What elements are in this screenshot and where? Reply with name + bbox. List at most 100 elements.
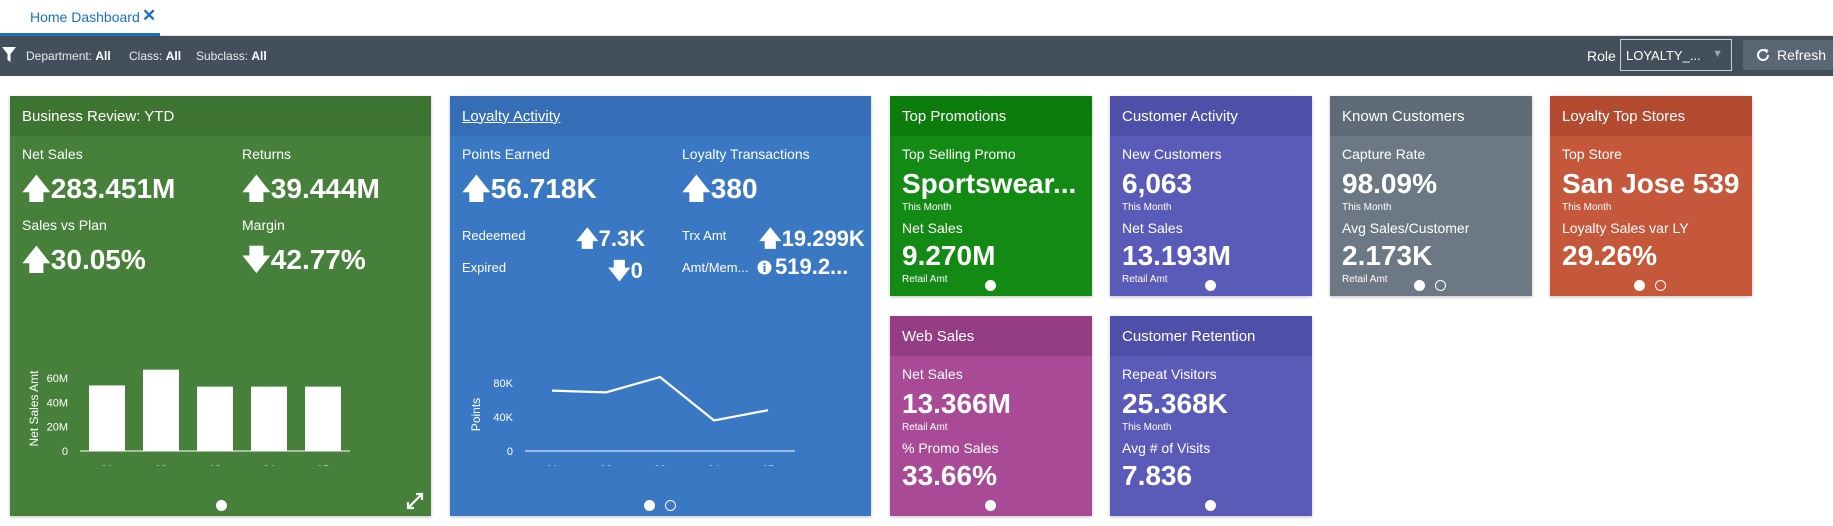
returns-value: 39.444M xyxy=(270,173,380,204)
filter-subclass-label: Subclass: xyxy=(196,49,249,63)
arrow-up-icon: 🡅 xyxy=(759,226,782,251)
net-sales-label: Net Sales xyxy=(22,146,83,162)
page-dot[interactable] xyxy=(1655,280,1666,291)
x-tick-label: 01 xyxy=(546,464,558,466)
arrow-up-icon: 🡅 xyxy=(22,244,51,275)
tile-header: Loyalty Top Stores xyxy=(1550,96,1752,136)
repeat-visitors-label: Repeat Visitors xyxy=(1122,366,1217,382)
margin-metric: 🡇42.77% xyxy=(242,239,366,287)
page-dot-active[interactable] xyxy=(1205,280,1216,291)
sales-var-value: 29.26% xyxy=(1562,240,1657,271)
transactions-metric: 🡅380 xyxy=(682,168,758,216)
arrow-down-icon: 🡇 xyxy=(242,244,271,275)
top-store-value: San Jose 539 xyxy=(1562,168,1740,199)
loyalty-activity-tile[interactable]: Loyalty Activity Points Earned 🡅56.718K … xyxy=(450,96,871,516)
tile-title: Customer Activity xyxy=(1122,107,1238,125)
y-tick-label: 40K xyxy=(493,412,513,424)
business-review-tile[interactable]: Business Review: YTD Net Sales 🡅 283.451M… xyxy=(10,96,431,516)
x-tick-label: 05 xyxy=(317,464,329,466)
role-select-value: LOYALTY_... xyxy=(1626,48,1701,63)
x-tick-label: 05 xyxy=(762,464,774,466)
net-sales-value: 283.451M xyxy=(50,173,176,204)
tile-title: Known Customers xyxy=(1342,107,1465,125)
web-sales-tile[interactable]: Web Sales Net Sales 13.366M Retail Amt %… xyxy=(890,316,1092,516)
page-indicator xyxy=(216,500,227,511)
points-earned-metric: 🡅56.718K xyxy=(462,168,597,216)
customer-activity-tile[interactable]: Customer Activity New Customers 6,063 Th… xyxy=(1110,96,1312,296)
tab-home-dashboard[interactable]: Home Dashboard xyxy=(0,0,160,36)
info-icon[interactable] xyxy=(757,260,772,275)
sales-vs-plan-value: 30.05% xyxy=(50,244,146,275)
refresh-label: Refresh xyxy=(1777,47,1827,63)
sales-var-label: Loyalty Sales var LY xyxy=(1562,220,1689,236)
known-customers-tile[interactable]: Known Customers Capture Rate 98.09% This… xyxy=(1330,96,1532,296)
page-dot[interactable] xyxy=(1435,280,1446,291)
x-tick-label: 04 xyxy=(708,464,720,466)
this-month-caption: This Month xyxy=(1122,422,1172,433)
expand-icon[interactable] xyxy=(406,492,424,510)
refresh-button[interactable]: Refresh xyxy=(1743,40,1833,70)
filter-class-label: Class: xyxy=(129,49,163,63)
avg-sales-value: 2.173K xyxy=(1342,240,1433,271)
retail-amt-caption: Retail Amt xyxy=(902,274,948,285)
repeat-visitors-value: 25.368K xyxy=(1122,388,1228,419)
filter-icon[interactable] xyxy=(2,47,16,63)
loyalty-top-stores-tile[interactable]: Loyalty Top Stores Top Store San Jose 53… xyxy=(1550,96,1752,296)
role-select[interactable]: LOYALTY_... ▼ xyxy=(1620,39,1732,71)
page-dot-active[interactable] xyxy=(985,280,996,291)
page-indicator xyxy=(1205,500,1216,511)
net-sales-bar-chart: 020M40M60M0102030405PeriodNet Sales Amt xyxy=(27,369,350,466)
amt-mem-metric: 519.2... xyxy=(757,254,848,280)
page-dot-active[interactable] xyxy=(216,500,227,511)
arrow-up-icon: 🡅 xyxy=(576,226,599,251)
top-store-label: Top Store xyxy=(1562,146,1622,162)
arrow-down-icon: 🡇 xyxy=(608,258,631,283)
tab-label: Home Dashboard xyxy=(30,8,140,25)
points-earned-value: 56.718K xyxy=(490,173,597,204)
x-tick-label: 02 xyxy=(155,464,167,466)
top-promotions-tile[interactable]: Top Promotions Top Selling Promo Sportsw… xyxy=(890,96,1092,296)
new-customers-value: 6,063 xyxy=(1122,168,1193,199)
close-icon[interactable]: ✕ xyxy=(142,6,157,25)
this-month-caption: This Month xyxy=(902,202,952,213)
filter-department[interactable]: Department: All xyxy=(26,49,111,63)
net-sales-label: Net Sales xyxy=(1122,220,1183,236)
this-month-caption: This Month xyxy=(1342,202,1392,213)
tile-title: Customer Retention xyxy=(1122,327,1256,345)
sales-vs-plan-metric: 🡅30.05% xyxy=(22,239,146,287)
page-dot-active[interactable] xyxy=(644,500,655,511)
filter-class[interactable]: Class: All xyxy=(129,49,181,63)
page-dot-active[interactable] xyxy=(985,500,996,511)
tile-title-link[interactable]: Loyalty Activity xyxy=(462,107,561,125)
filter-subclass[interactable]: Subclass: All xyxy=(196,49,267,63)
page-dot-active[interactable] xyxy=(1634,280,1645,291)
page-dot[interactable] xyxy=(665,500,676,511)
role-label: Role xyxy=(1587,48,1616,64)
x-tick-label: 02 xyxy=(600,464,612,466)
customer-retention-tile[interactable]: Customer Retention Repeat Visitors 25.36… xyxy=(1110,316,1312,516)
margin-label: Margin xyxy=(242,217,285,233)
filter-bar: Department: All Class: All Subclass: All… xyxy=(0,36,1833,76)
redeemed-label: Redeemed xyxy=(462,228,526,243)
x-tick-label: 01 xyxy=(101,464,113,466)
net-sales-label: Net Sales xyxy=(902,220,963,236)
tab-bar: Home Dashboard ✕ xyxy=(0,0,1833,36)
trx-amt-value: 19.299K xyxy=(781,226,865,251)
net-sales-value: 9.270M xyxy=(902,240,996,271)
avg-sales-label: Avg Sales/Customer xyxy=(1342,220,1470,236)
filter-class-value: All xyxy=(165,49,182,63)
tile-header: Web Sales xyxy=(890,316,1092,356)
page-indicator xyxy=(1634,280,1666,291)
promo-sales-value: 33.66% xyxy=(902,460,997,491)
tile-header: Known Customers xyxy=(1330,96,1532,136)
series-line xyxy=(551,375,769,422)
amt-mem-value: 519.2... xyxy=(775,254,849,279)
expired-label: Expired xyxy=(462,260,507,275)
bar xyxy=(197,386,233,451)
tile-title: Top Promotions xyxy=(902,107,1007,125)
y-tick-label: 80K xyxy=(493,378,513,390)
page-dot-active[interactable] xyxy=(1414,280,1425,291)
tile-title: Business Review: YTD xyxy=(22,107,175,125)
trx-amt-metric: 🡅19.299K xyxy=(759,222,865,260)
page-dot-active[interactable] xyxy=(1205,500,1216,511)
